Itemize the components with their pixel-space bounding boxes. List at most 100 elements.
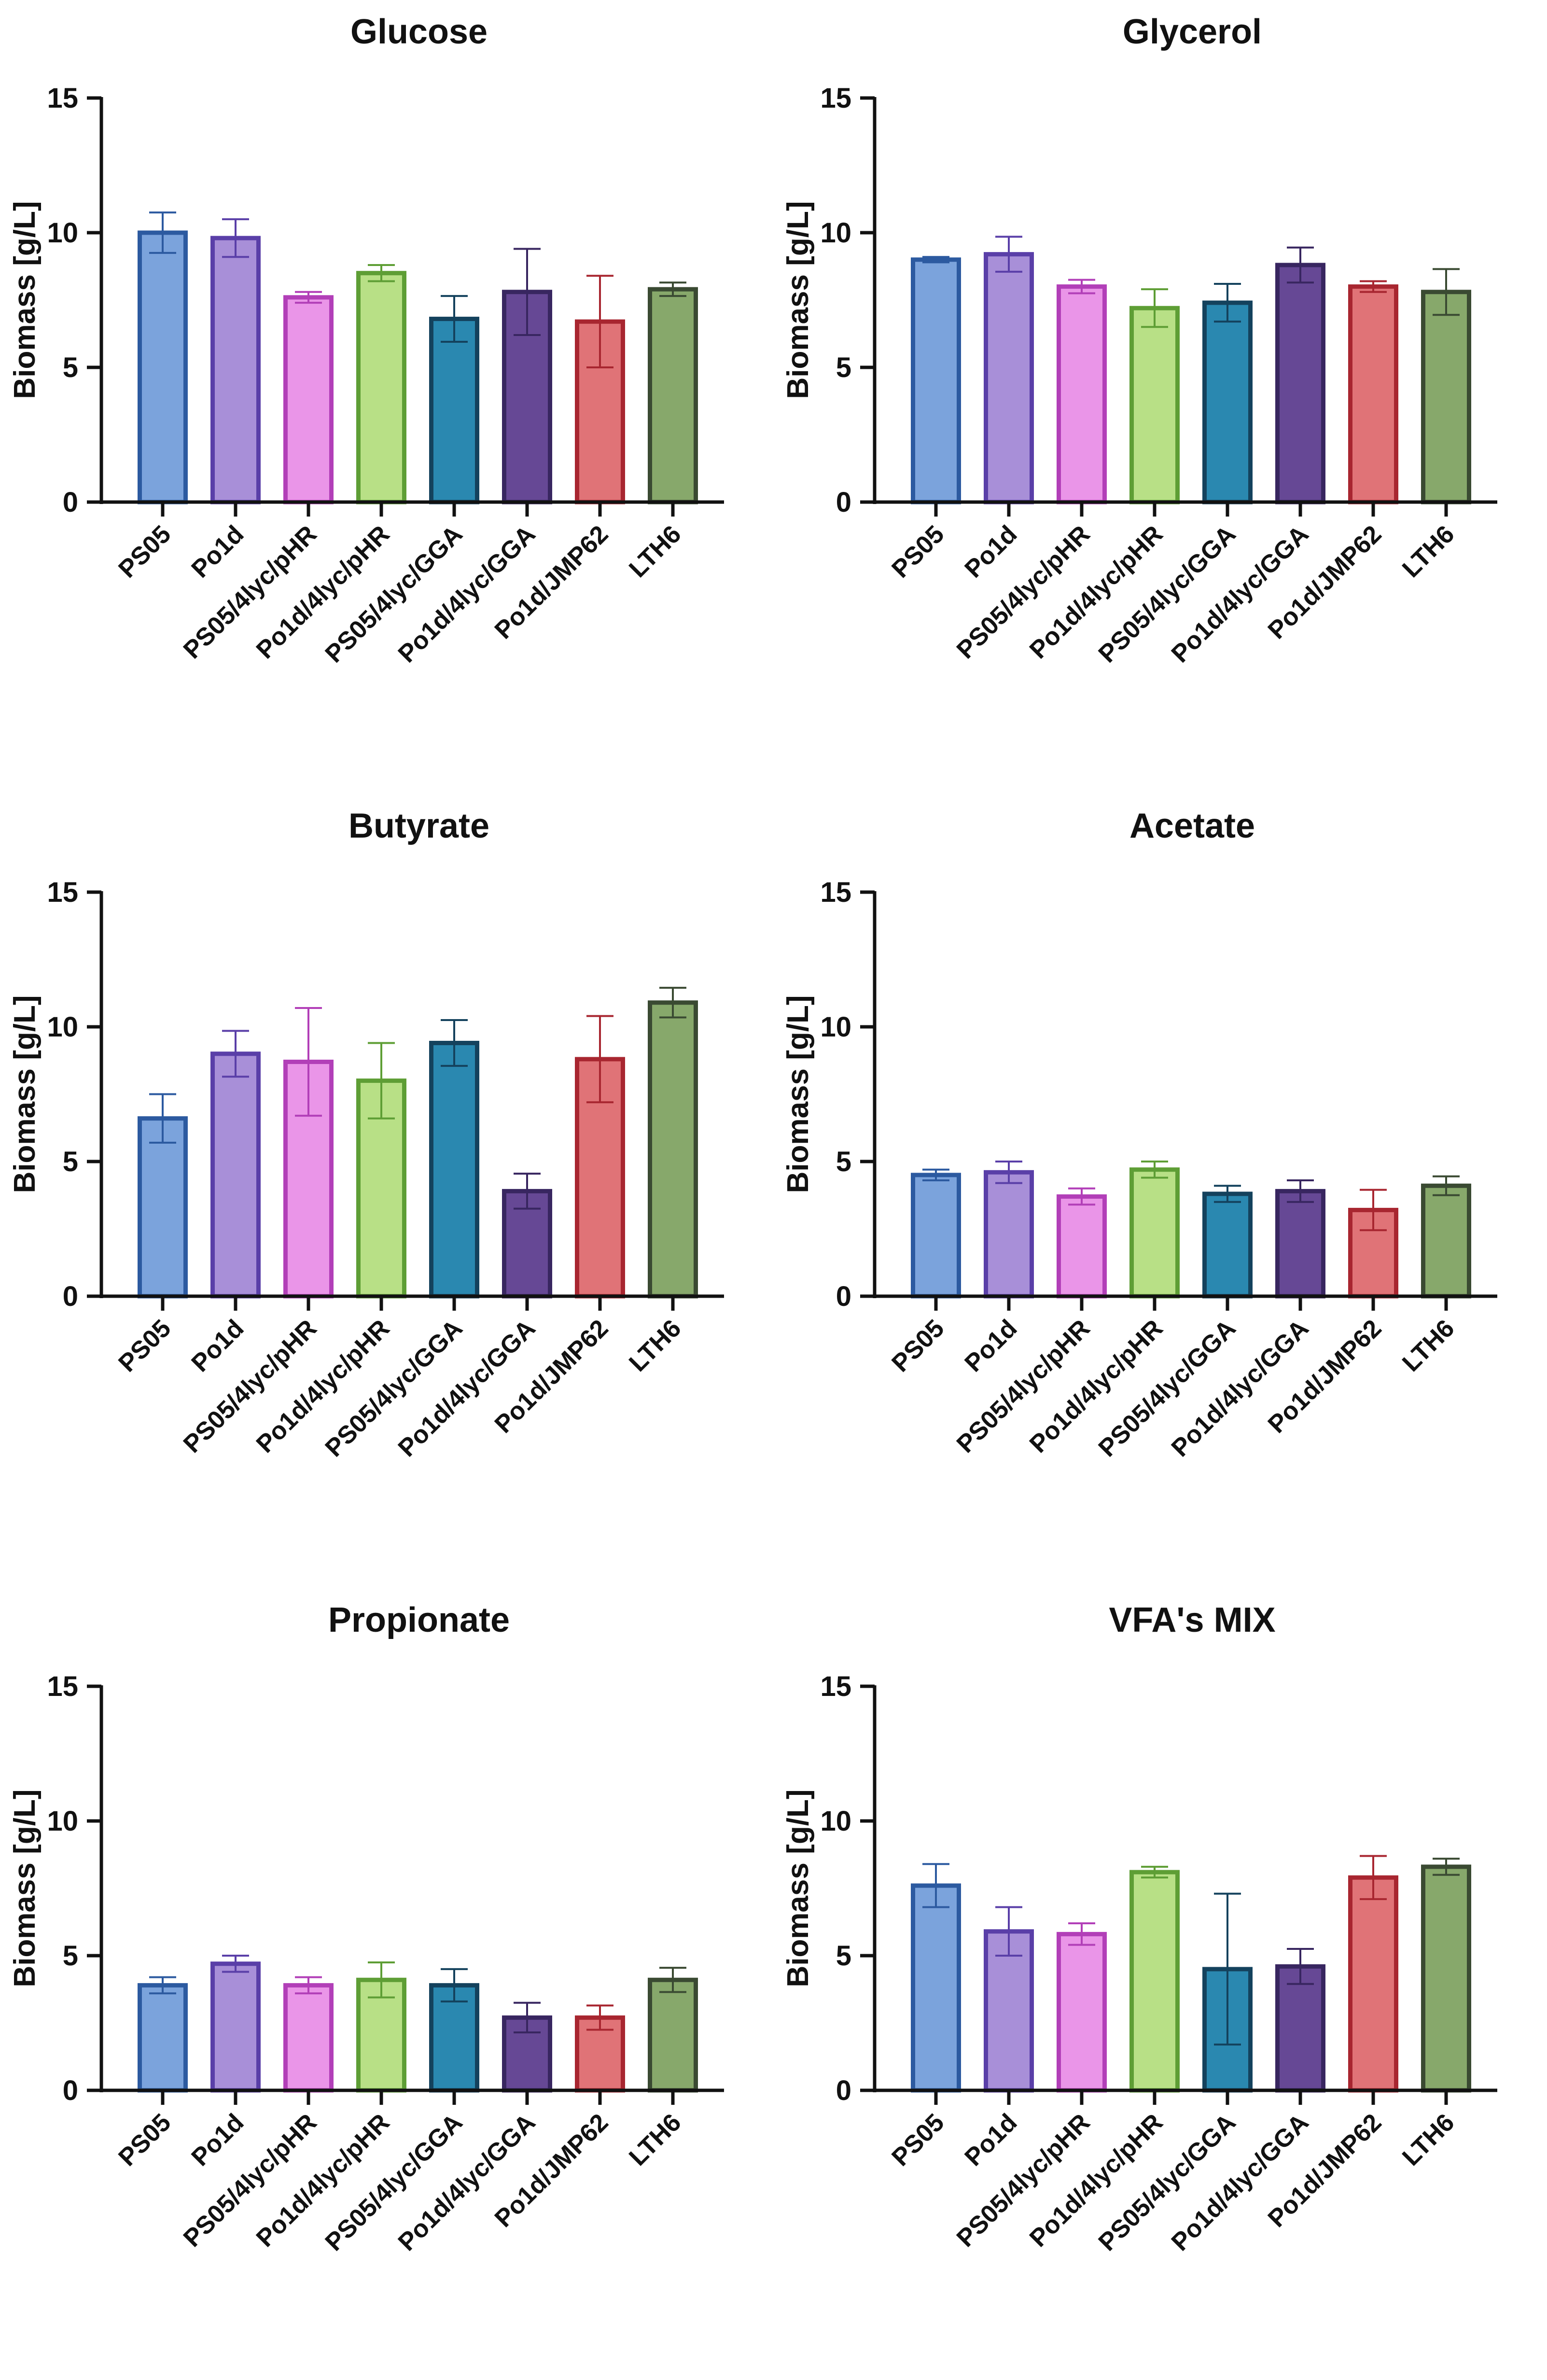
x-tick-label-ps05: PS05 — [887, 2108, 950, 2171]
x-tick-label-po1d: Po1d — [960, 1314, 1023, 1377]
chart-panel-glucose: Glucose Biomass [g/L] 0 5 10 15 PS05 Po1d PS05/4… — [0, 0, 773, 792]
y-axis-label: Biomass [g/L] — [781, 995, 815, 1193]
bar-po1d — [210, 1961, 261, 2093]
y-tick-label: 0 — [836, 1281, 851, 1312]
bar-ps05-4lyc-phr — [1057, 1194, 1107, 1299]
figure: Glucose Biomass [g/L] 0 5 10 15 PS05 Po1d PS05/4… — [0, 0, 1547, 2256]
bar-po1d-4lyc-gga — [1275, 1189, 1325, 1299]
bar-lth6 — [648, 287, 698, 504]
bar-lth6 — [1421, 1183, 1471, 1299]
bar-ps05-4lyc-gga — [1202, 1191, 1253, 1299]
x-tick-label-po1d-4lyc-gga: Po1d/4lyc/GGA — [393, 2108, 541, 2256]
y-tick-label: 15 — [47, 1671, 78, 1702]
x-tick-label-ps05-4lyc-gga: PS05/4lyc/GGA — [320, 520, 468, 668]
x-tick-label-ps05: PS05 — [887, 1314, 950, 1377]
x-tick-label-ps05-4lyc-phr: PS05/4lyc/pHR — [951, 2108, 1096, 2253]
bar-po1d — [210, 1051, 261, 1299]
bar-po1d-4lyc-phr — [1129, 1167, 1180, 1299]
bar-po1d-4lyc-phr — [1129, 306, 1180, 504]
y-tick-label: 15 — [820, 1671, 851, 1702]
x-tick-label-po1d-4lyc-phr: Po1d/4lyc/pHR — [251, 520, 395, 664]
y-axis-label: Biomass [g/L] — [8, 1790, 42, 1988]
x-tick-label-lth6: LTH6 — [1397, 2108, 1460, 2171]
x-tick-label-po1d-4lyc-gga: Po1d/4lyc/GGA — [393, 1314, 541, 1462]
y-axis-label: Biomass [g/L] — [781, 1790, 815, 1988]
y-tick-label: 10 — [820, 1011, 851, 1043]
bar-lth6 — [1421, 290, 1471, 504]
bar-po1d-jmp62 — [1348, 1875, 1398, 2093]
chart-panel-vfa-mix: VFA's MIX Biomass [g/L] 0 5 10 15 PS05 Po1d PS05… — [773, 1588, 1547, 2380]
y-tick-label: 0 — [836, 2075, 851, 2106]
bar-ps05-4lyc-gga — [429, 1040, 479, 1299]
x-tick-label-ps05-4lyc-gga: PS05/4lyc/GGA — [1093, 520, 1241, 668]
y-tick-label: 5 — [63, 1146, 78, 1177]
y-tick-label: 0 — [63, 487, 78, 518]
x-tick-label-ps05-4lyc-gga: PS05/4lyc/GGA — [320, 1314, 468, 1462]
x-tick-label-ps05-4lyc-gga: PS05/4lyc/GGA — [1093, 2108, 1241, 2256]
y-tick-label: 10 — [47, 1011, 78, 1043]
bar-ps05-4lyc-gga — [429, 317, 479, 504]
bar-ps05 — [911, 257, 961, 504]
y-axis-label: Biomass [g/L] — [8, 995, 42, 1193]
y-tick-label: 15 — [820, 83, 851, 114]
bar-po1d-4lyc-gga — [1275, 1964, 1325, 2093]
y-tick-label: 5 — [63, 352, 78, 383]
bar-lth6 — [648, 1977, 698, 2093]
x-tick-label-po1d: Po1d — [186, 2108, 250, 2171]
bar-po1d-4lyc-phr — [1129, 1870, 1180, 2093]
y-tick-label: 5 — [63, 1940, 78, 1972]
chart-panel-butyrate: Butyrate Biomass [g/L] 0 5 10 15 PS05 Po1d PS05/… — [0, 794, 773, 1586]
x-tick-label-lth6: LTH6 — [1397, 520, 1460, 583]
x-tick-label-po1d-4lyc-gga: Po1d/4lyc/GGA — [1166, 520, 1314, 668]
x-tick-label-po1d-4lyc-phr: Po1d/4lyc/pHR — [1024, 1314, 1168, 1458]
x-tick-label-po1d-4lyc-phr: Po1d/4lyc/pHR — [1024, 520, 1168, 664]
x-tick-label-lth6: LTH6 — [624, 520, 686, 583]
x-tick-label-po1d: Po1d — [960, 520, 1023, 583]
x-tick-label-ps05-4lyc-phr: PS05/4lyc/pHR — [178, 1314, 322, 1458]
bar-ps05-4lyc-gga — [1202, 300, 1253, 504]
bar-po1d — [984, 252, 1034, 504]
x-tick-label-po1d-4lyc-phr: Po1d/4lyc/pHR — [251, 2108, 395, 2252]
x-tick-label-po1d-4lyc-phr: Po1d/4lyc/pHR — [251, 1314, 395, 1458]
x-tick-label-po1d-4lyc-gga: Po1d/4lyc/GGA — [393, 520, 541, 668]
x-tick-label-lth6: LTH6 — [624, 2108, 686, 2171]
y-tick-label: 0 — [63, 1281, 78, 1312]
x-tick-label-ps05-4lyc-gga: PS05/4lyc/GGA — [1093, 1314, 1241, 1462]
bar-lth6 — [648, 1000, 698, 1299]
chart-panel-acetate: Acetate Biomass [g/L] 0 5 10 15 PS05 Po1d PS05/4… — [773, 794, 1547, 1586]
y-tick-label: 5 — [836, 1146, 851, 1177]
chart-title: Propionate — [328, 1601, 510, 1639]
y-tick-label: 10 — [47, 1806, 78, 1837]
y-axis-label: Biomass [g/L] — [781, 201, 815, 399]
bar-ps05-4lyc-phr — [1057, 284, 1107, 504]
bar-ps05 — [911, 1173, 961, 1299]
bar-ps05 — [911, 1883, 961, 2093]
x-tick-label-ps05-4lyc-phr: PS05/4lyc/pHR — [951, 520, 1096, 664]
chart-panel-glycerol: Glycerol Biomass [g/L] 0 5 10 15 PS05 Po1d PS05/… — [773, 0, 1547, 792]
x-tick-label-ps05-4lyc-phr: PS05/4lyc/pHR — [178, 2108, 322, 2253]
bar-ps05 — [138, 1983, 188, 2093]
x-tick-label-ps05: PS05 — [113, 1314, 177, 1377]
x-tick-label-po1d: Po1d — [186, 1314, 250, 1377]
x-tick-label-lth6: LTH6 — [1397, 1314, 1460, 1377]
x-tick-label-ps05-4lyc-gga: PS05/4lyc/GGA — [320, 2108, 468, 2256]
chart-title: VFA's MIX — [1109, 1601, 1275, 1639]
y-tick-label: 10 — [820, 1806, 851, 1837]
y-tick-label: 15 — [820, 877, 851, 908]
x-tick-label-po1d-4lyc-gga: Po1d/4lyc/GGA — [1166, 2108, 1314, 2256]
y-tick-label: 10 — [820, 217, 851, 249]
chart-title: Butyrate — [348, 807, 489, 845]
y-tick-label: 15 — [47, 83, 78, 114]
x-tick-label-ps05: PS05 — [887, 520, 950, 583]
chart-panel-propionate: Propionate Biomass [g/L] 0 5 10 15 PS05 Po1d PS0… — [0, 1588, 773, 2380]
x-tick-label-ps05: PS05 — [113, 2108, 177, 2171]
bar-po1d — [210, 236, 261, 504]
x-tick-label-ps05-4lyc-phr: PS05/4lyc/pHR — [951, 1314, 1096, 1458]
bar-ps05 — [138, 230, 188, 504]
x-tick-label-po1d-4lyc-gga: Po1d/4lyc/GGA — [1166, 1314, 1314, 1462]
